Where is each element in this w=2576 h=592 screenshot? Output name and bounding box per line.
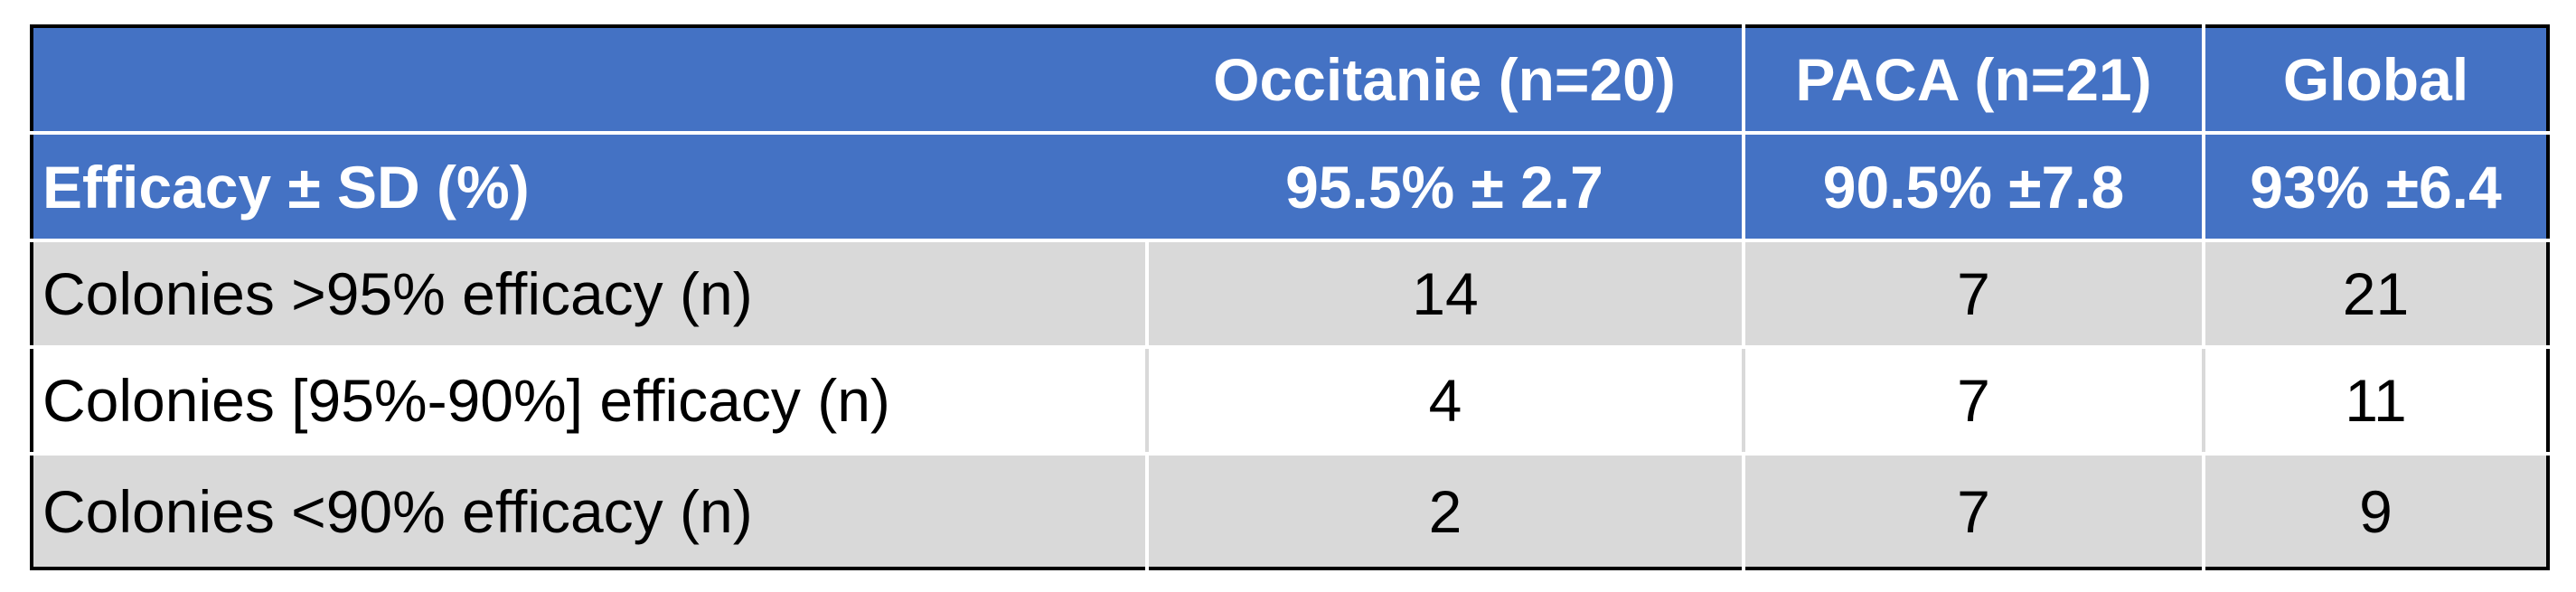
- row-label: Colonies >95% efficacy (n): [32, 240, 1147, 347]
- cell: 11: [2202, 345, 2548, 456]
- cell: 7: [1742, 240, 2204, 347]
- row-label: Efficacy ± SD (%): [32, 133, 1147, 242]
- header-cell: Global: [2202, 26, 2548, 135]
- data-row: Colonies >95% efficacy (n) 14 7 21: [32, 240, 2548, 347]
- data-row: Colonies [95%-90%] efficacy (n) 4 7 11: [32, 345, 2548, 456]
- row-label: Colonies <90% efficacy (n): [32, 454, 1147, 569]
- cell: 9: [2202, 454, 2548, 569]
- data-row: Colonies <90% efficacy (n) 2 7 9: [32, 454, 2548, 569]
- cell: 90.5% ±7.8: [1742, 133, 2204, 242]
- header-cell: Occitanie (n=20): [1147, 26, 1744, 135]
- row-label: Colonies [95%-90%] efficacy (n): [32, 345, 1147, 456]
- table-body: Occitanie (n=20) PACA (n=21) Global Effi…: [32, 26, 2548, 569]
- header-cell: [32, 26, 1147, 135]
- summary-row: Efficacy ± SD (%) 95.5% ± 2.7 90.5% ±7.8 93…: [32, 133, 2548, 242]
- cell: 14: [1145, 240, 1744, 347]
- cell: 21: [2202, 240, 2548, 347]
- cell: 93% ±6.4: [2202, 133, 2548, 242]
- cell: 4: [1145, 345, 1744, 456]
- cell: 95.5% ± 2.7: [1147, 133, 1744, 242]
- cell: 7: [1742, 454, 2204, 569]
- cell: 2: [1145, 454, 1744, 569]
- cell: 7: [1742, 345, 2204, 456]
- header-row: Occitanie (n=20) PACA (n=21) Global: [32, 26, 2548, 135]
- results-table: Occitanie (n=20) PACA (n=21) Global Effi…: [30, 24, 2550, 570]
- header-cell: PACA (n=21): [1742, 26, 2204, 135]
